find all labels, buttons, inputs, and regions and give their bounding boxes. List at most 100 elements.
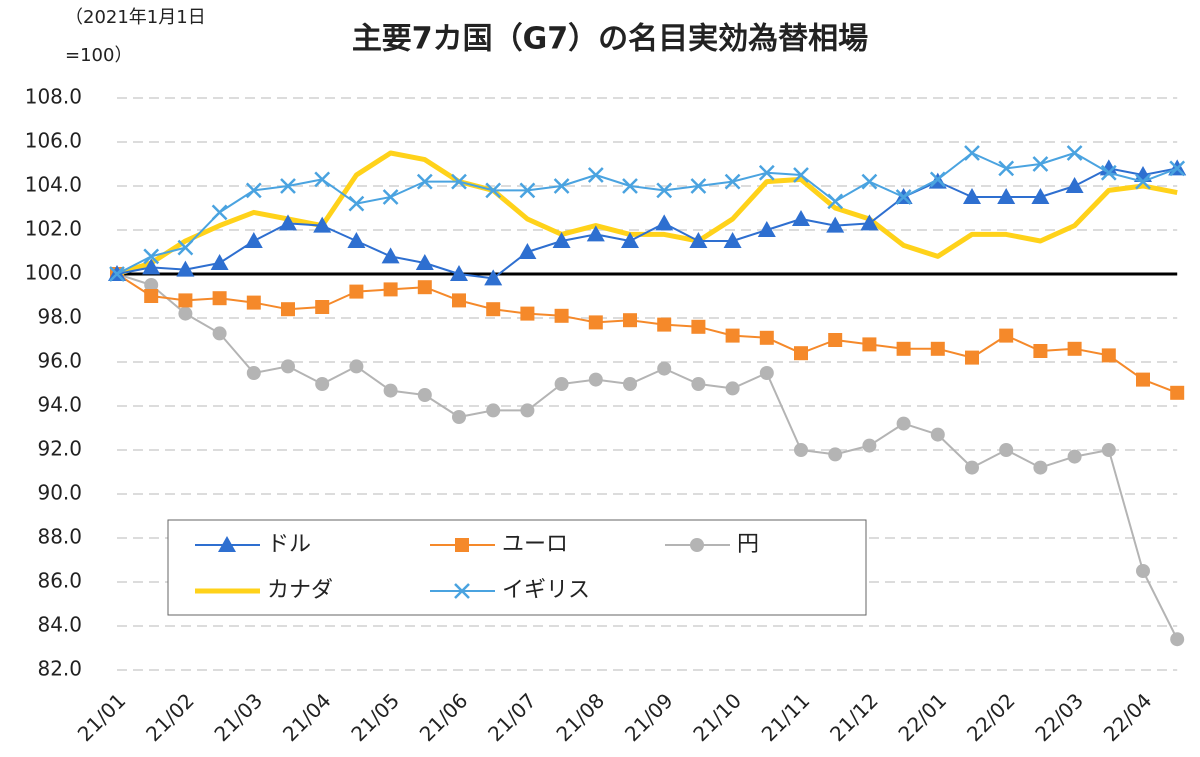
series-line xyxy=(116,273,1178,394)
marker xyxy=(997,188,1016,204)
marker xyxy=(417,280,432,295)
marker xyxy=(1065,177,1084,193)
marker xyxy=(109,266,125,282)
marker xyxy=(1067,449,1082,464)
marker xyxy=(486,403,501,418)
marker xyxy=(794,443,808,457)
marker xyxy=(454,583,470,599)
marker xyxy=(451,173,467,190)
marker xyxy=(452,293,466,308)
y-axis-label: =100） xyxy=(65,45,132,66)
x-tick-label: 21/08 xyxy=(551,688,609,746)
marker xyxy=(1100,164,1117,181)
marker xyxy=(280,178,296,194)
marker xyxy=(758,164,775,181)
marker xyxy=(723,232,742,248)
marker xyxy=(724,173,741,190)
x-tick-label: 21/01 xyxy=(73,688,131,746)
marker xyxy=(1101,443,1116,457)
marker xyxy=(657,361,672,376)
marker xyxy=(520,306,535,321)
marker xyxy=(246,366,261,380)
marker xyxy=(586,225,605,242)
marker xyxy=(1169,160,1186,177)
chart-title: 主要7カ国（G7）の名目実効為替相場 xyxy=(352,22,868,57)
marker xyxy=(965,460,979,475)
y-tick-label: 86.0 xyxy=(37,569,82,593)
marker xyxy=(691,377,706,391)
marker xyxy=(142,258,161,275)
marker xyxy=(177,239,194,256)
marker xyxy=(759,330,774,345)
marker xyxy=(588,315,603,330)
y-tick-label: 98.0 xyxy=(37,305,82,329)
marker xyxy=(657,317,672,332)
x-tick-label: 22/03 xyxy=(1030,688,1088,746)
legend-label: 円 xyxy=(737,532,759,557)
marker xyxy=(656,182,673,199)
y-tick-label: 106.0 xyxy=(25,129,82,153)
marker xyxy=(757,221,776,237)
x-tick-label: 21/04 xyxy=(278,688,336,746)
marker xyxy=(1170,385,1185,400)
marker xyxy=(348,195,365,212)
marker xyxy=(587,167,604,183)
legend-label: イギリス xyxy=(502,578,590,603)
marker xyxy=(520,403,535,418)
marker xyxy=(519,182,536,199)
marker xyxy=(455,538,469,552)
marker xyxy=(485,182,502,199)
marker xyxy=(1136,564,1150,578)
marker xyxy=(244,232,263,248)
marker xyxy=(965,350,979,365)
marker xyxy=(554,308,569,323)
y-tick-label: 92.0 xyxy=(37,437,82,461)
marker xyxy=(655,214,674,231)
legend-label: カナダ xyxy=(267,578,333,603)
marker xyxy=(1101,348,1116,363)
marker xyxy=(690,538,704,552)
marker xyxy=(828,447,843,462)
marker xyxy=(552,232,571,248)
marker xyxy=(828,333,843,347)
marker xyxy=(1031,188,1050,204)
marker xyxy=(725,328,740,343)
marker xyxy=(759,366,774,380)
x-tick-label: 21/11 xyxy=(757,688,815,746)
marker xyxy=(1136,372,1150,387)
marker xyxy=(518,243,537,259)
legend-label: ユーロ xyxy=(502,532,568,557)
y-axis-label: （2021年1月1日 xyxy=(65,7,206,28)
grid: 82.0 84.0 86.0 88.0 90.0 92.0 94.0 96.0 98.0 100.… xyxy=(25,85,1178,746)
marker xyxy=(1033,460,1048,475)
marker xyxy=(450,265,468,281)
series-line xyxy=(116,152,1178,275)
marker xyxy=(689,232,708,248)
marker xyxy=(691,319,706,334)
marker xyxy=(452,410,466,424)
marker xyxy=(690,178,707,194)
marker xyxy=(484,269,503,286)
marker xyxy=(349,284,364,299)
marker xyxy=(178,306,193,321)
y-tick-label: 94.0 xyxy=(37,393,82,417)
marker xyxy=(313,216,332,233)
x-tick-label: 21/07 xyxy=(483,688,541,746)
marker xyxy=(998,160,1015,177)
marker xyxy=(588,372,603,387)
marker xyxy=(218,536,236,552)
legend-box xyxy=(167,519,867,616)
marker xyxy=(861,173,878,190)
marker xyxy=(792,210,810,226)
marker xyxy=(862,337,877,352)
x-tick-label: 21/10 xyxy=(688,688,746,746)
marker xyxy=(963,188,981,204)
marker xyxy=(143,248,160,265)
series-line xyxy=(116,167,1178,280)
marker xyxy=(827,193,844,210)
marker xyxy=(622,178,638,194)
marker xyxy=(486,302,501,317)
